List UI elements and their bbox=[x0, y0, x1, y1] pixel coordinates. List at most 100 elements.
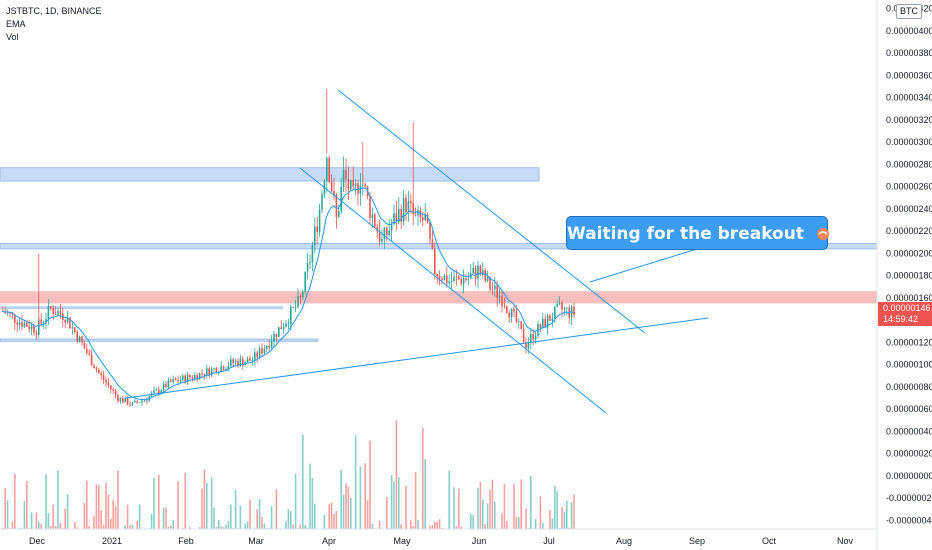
volume-bar bbox=[371, 523, 374, 529]
volume-bar bbox=[54, 526, 57, 529]
volume-bar bbox=[494, 501, 496, 529]
candle-body bbox=[129, 404, 131, 406]
currency-badge[interactable]: BTC bbox=[896, 4, 922, 19]
volume-bar bbox=[503, 483, 506, 529]
volume-bar bbox=[314, 503, 316, 529]
candle-body bbox=[6, 312, 9, 314]
volume-bar bbox=[477, 488, 479, 529]
candle-body bbox=[40, 319, 42, 324]
candle-body bbox=[90, 354, 93, 366]
candle-body bbox=[318, 209, 321, 232]
ema-indicator-label[interactable]: EMA bbox=[6, 19, 26, 29]
channel-upper-line[interactable] bbox=[337, 89, 646, 334]
candle-body bbox=[465, 278, 467, 280]
volume-bar bbox=[486, 503, 489, 529]
symbol-title[interactable]: JSTBTC, 1D, BINANCE bbox=[6, 6, 102, 16]
candle-body bbox=[254, 352, 256, 361]
volume-bar bbox=[105, 482, 107, 529]
volume-bar bbox=[129, 525, 131, 529]
candle-body bbox=[249, 358, 251, 362]
candle-body bbox=[83, 342, 86, 349]
resistance-zone-upper[interactable] bbox=[0, 167, 540, 182]
candle-body bbox=[311, 245, 314, 262]
volume-bar bbox=[434, 522, 436, 529]
volume-bar bbox=[227, 520, 230, 529]
candle-body bbox=[455, 276, 458, 278]
price-axis[interactable]: 0.000004200.000004000.000003800.00000360… bbox=[886, 4, 932, 526]
candle-body bbox=[508, 312, 510, 318]
volume-bar bbox=[23, 501, 26, 529]
channel-lower-line[interactable] bbox=[299, 167, 607, 414]
candle-body bbox=[333, 191, 335, 195]
candle-body bbox=[270, 341, 273, 348]
price-tick-label: 0.00000380 bbox=[886, 48, 932, 58]
trendlines[interactable] bbox=[125, 89, 709, 414]
candle-body bbox=[321, 193, 323, 210]
volume-bar bbox=[256, 509, 258, 529]
candle-body bbox=[438, 275, 441, 279]
candle-body bbox=[162, 383, 165, 391]
candle-body bbox=[374, 214, 376, 227]
volume-bar bbox=[453, 487, 455, 529]
volume-bar bbox=[40, 523, 42, 529]
candle-body bbox=[302, 291, 304, 298]
candle-body bbox=[450, 281, 453, 282]
candle-body bbox=[98, 369, 100, 374]
candle-body bbox=[494, 285, 496, 290]
candle-body bbox=[477, 265, 479, 279]
candle-body bbox=[131, 402, 134, 405]
time-tick-label: Sep bbox=[689, 536, 705, 546]
price-tick-label: -0.00000040 bbox=[886, 515, 932, 525]
support-line-left[interactable] bbox=[0, 338, 319, 342]
breakout-callout[interactable]: Waiting for the breakout bbox=[566, 216, 829, 250]
volume-bar bbox=[539, 496, 542, 529]
candle-body bbox=[546, 315, 549, 328]
volume-bar bbox=[131, 524, 134, 529]
volume-bar bbox=[422, 427, 424, 529]
candle-body bbox=[107, 382, 110, 386]
candle-body bbox=[201, 372, 203, 374]
volume-bar bbox=[150, 514, 153, 529]
volume-bar bbox=[57, 470, 59, 529]
candle-body bbox=[88, 353, 90, 355]
candle-body bbox=[143, 399, 146, 401]
candle-body bbox=[376, 226, 378, 232]
breakout-zone[interactable] bbox=[0, 291, 877, 304]
volume-bar bbox=[86, 480, 88, 529]
price-tick-label: 0.00000260 bbox=[886, 182, 932, 192]
candle-body bbox=[256, 352, 258, 358]
volume-bar bbox=[323, 514, 326, 529]
volume-bar bbox=[177, 481, 179, 529]
horizontal-zones bbox=[0, 167, 878, 342]
candle-body bbox=[383, 227, 386, 239]
volume-bar bbox=[213, 507, 215, 529]
volume-bar bbox=[570, 502, 573, 529]
candle-body bbox=[290, 306, 292, 324]
candle-body bbox=[184, 375, 186, 383]
volume-bar bbox=[501, 513, 503, 529]
callout-pointer bbox=[589, 247, 701, 283]
price-tick-label: 0.00000180 bbox=[886, 271, 932, 281]
volume-bar bbox=[386, 497, 388, 529]
volume-indicator-label[interactable]: Vol bbox=[6, 32, 19, 42]
volume-bar bbox=[88, 526, 90, 529]
candle-body bbox=[242, 358, 244, 366]
candle-body bbox=[14, 314, 16, 323]
ascending-support-line[interactable] bbox=[125, 317, 709, 399]
candle-body bbox=[136, 400, 138, 403]
candle-body bbox=[42, 322, 45, 324]
candle-body bbox=[561, 302, 563, 310]
candle-body bbox=[443, 275, 446, 281]
volume-bar bbox=[158, 474, 160, 529]
volume-bar bbox=[345, 483, 347, 529]
candle-body bbox=[513, 308, 515, 312]
candle-body bbox=[112, 389, 114, 391]
candle-body bbox=[462, 278, 465, 284]
volume-bar bbox=[110, 518, 112, 529]
candle-body bbox=[510, 308, 513, 318]
time-axis[interactable]: Dec 2021 Feb Mar Apr May Jun Jul Aug Sep Oct Nov bbox=[29, 536, 854, 546]
candle-body bbox=[515, 311, 518, 322]
candle-body bbox=[134, 400, 136, 403]
candle-body bbox=[50, 306, 52, 309]
